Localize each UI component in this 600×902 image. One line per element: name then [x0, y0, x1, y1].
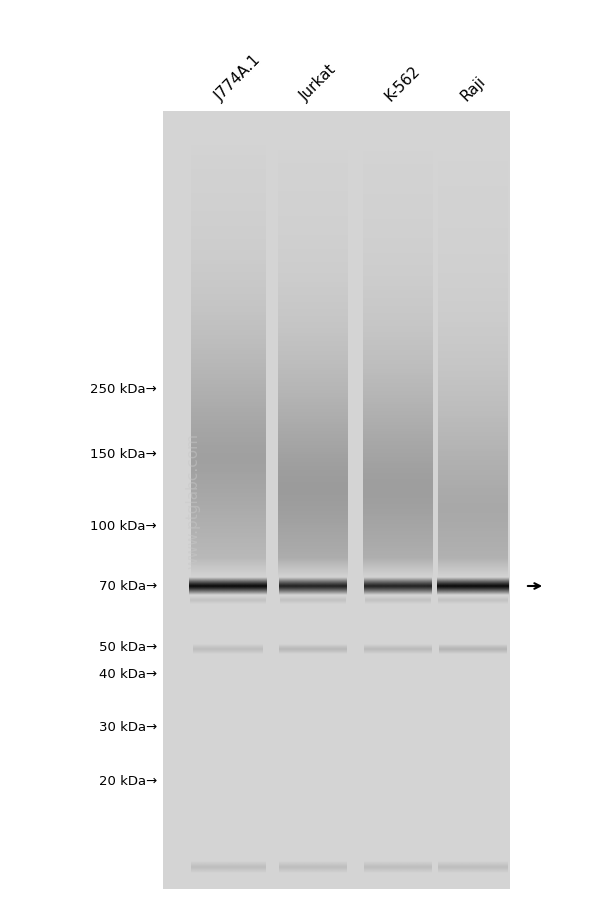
- Text: 150 kDa→: 150 kDa→: [90, 448, 157, 461]
- Text: 70 kDa→: 70 kDa→: [99, 580, 157, 593]
- Bar: [163, 112, 510, 889]
- Text: 40 kDa→: 40 kDa→: [99, 667, 157, 681]
- Text: 50 kDa→: 50 kDa→: [99, 640, 157, 654]
- Text: www.ptglabc.com: www.ptglabc.com: [185, 433, 200, 568]
- Text: K-562: K-562: [382, 63, 424, 104]
- Text: 250 kDa→: 250 kDa→: [90, 383, 157, 396]
- Text: 20 kDa→: 20 kDa→: [99, 775, 157, 787]
- Text: 100 kDa→: 100 kDa→: [91, 520, 157, 533]
- Text: Raji: Raji: [457, 73, 488, 104]
- Text: 30 kDa→: 30 kDa→: [99, 721, 157, 733]
- Text: Jurkat: Jurkat: [298, 62, 340, 104]
- Text: J774A.1: J774A.1: [212, 52, 264, 104]
